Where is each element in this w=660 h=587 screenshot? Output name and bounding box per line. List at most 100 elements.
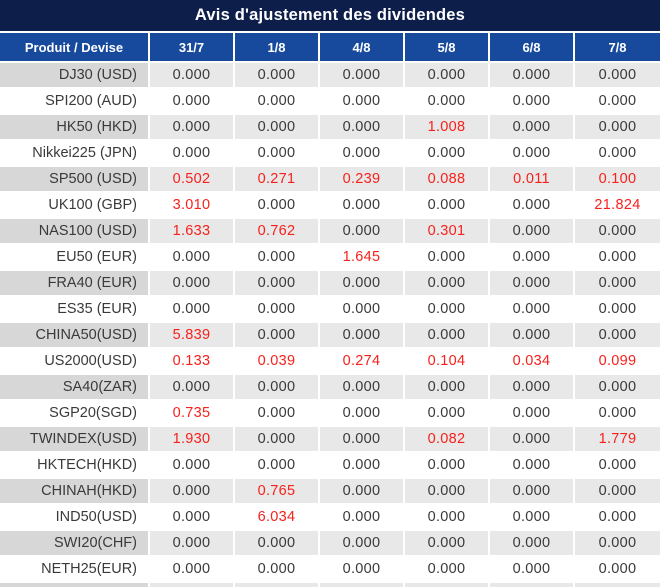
value-cell: 0.000 <box>320 531 405 557</box>
value-cell: 0.735 <box>150 401 235 427</box>
value-cell <box>405 583 490 587</box>
value-cell: 0.000 <box>405 271 490 297</box>
value-cell: 0.000 <box>405 297 490 323</box>
value-cell: 0.000 <box>235 401 320 427</box>
product-cell: CHINAH(HKD) <box>0 479 150 505</box>
value-cell: 0.000 <box>490 505 575 531</box>
value-cell: 0.000 <box>320 401 405 427</box>
value-cell: 0.104 <box>405 349 490 375</box>
value-cell: 0.000 <box>405 245 490 271</box>
table-body: DJ30 (USD) 0.000 0.000 0.000 0.000 0.000 0.000… <box>0 63 660 587</box>
table-row: SPI200 (AUD) 0.000 0.000 0.000 0.000 0.000 0.0… <box>0 89 660 115</box>
table-row: SWI20(CHF) 0.000 0.000 0.000 0.000 0.000 0.000 <box>0 531 660 557</box>
value-cell: 0.000 <box>320 271 405 297</box>
value-cell: 0.000 <box>235 453 320 479</box>
value-cell: 0.000 <box>490 271 575 297</box>
value-cell: 0.000 <box>405 557 490 583</box>
value-cell: 0.000 <box>490 453 575 479</box>
product-cell: ES35 (EUR) <box>0 297 150 323</box>
value-cell: 0.000 <box>235 115 320 141</box>
value-cell: 0.000 <box>405 531 490 557</box>
value-cell: 0.000 <box>575 115 660 141</box>
table-row: SA40(ZAR) 0.000 0.000 0.000 0.000 0.000 0.000 <box>0 375 660 401</box>
value-cell: 0.000 <box>490 531 575 557</box>
table-row: DJ30 (USD) 0.000 0.000 0.000 0.000 0.000 0.000 <box>0 63 660 89</box>
value-cell: 0.088 <box>405 167 490 193</box>
value-cell: 0.000 <box>235 245 320 271</box>
value-cell: 0.000 <box>320 297 405 323</box>
value-cell: 0.000 <box>575 89 660 115</box>
header-row: Produit / Devise 31/7 1/8 4/8 5/8 6/8 7/8 <box>0 33 660 63</box>
product-cell: SGP20(SGD) <box>0 401 150 427</box>
product-cell: US2000(USD) <box>0 349 150 375</box>
value-cell: 0.000 <box>235 89 320 115</box>
product-cell: NETH25(EUR) <box>0 557 150 583</box>
page-title: Avis d'ajustement des dividendes <box>0 0 660 33</box>
value-cell: 0.000 <box>575 297 660 323</box>
column-header-date: 5/8 <box>405 33 490 63</box>
table-row: US2000(USD) 0.133 0.039 0.274 0.104 0.034 0.09… <box>0 349 660 375</box>
value-cell: 0.099 <box>575 349 660 375</box>
product-cell: NAS100 (USD) <box>0 219 150 245</box>
value-cell <box>150 583 235 587</box>
value-cell: 0.000 <box>320 115 405 141</box>
value-cell: 3.010 <box>150 193 235 219</box>
table-row: TWINDEX(USD) 1.930 0.000 0.000 0.082 0.000 1.7… <box>0 427 660 453</box>
product-cell: Nikkei225 (JPN) <box>0 141 150 167</box>
value-cell: 0.000 <box>405 89 490 115</box>
value-cell: 0.000 <box>150 297 235 323</box>
value-cell: 0.039 <box>235 349 320 375</box>
value-cell: 0.000 <box>235 141 320 167</box>
value-cell: 0.000 <box>150 115 235 141</box>
value-cell: 0.271 <box>235 167 320 193</box>
table-row: UK100 (GBP) 3.010 0.000 0.000 0.000 0.000 21.8… <box>0 193 660 219</box>
value-cell: 0.000 <box>575 453 660 479</box>
product-cell: DJ30 (USD) <box>0 63 150 89</box>
value-cell: 0.133 <box>150 349 235 375</box>
value-cell: 0.239 <box>320 167 405 193</box>
value-cell: 0.000 <box>575 271 660 297</box>
value-cell: 0.000 <box>320 193 405 219</box>
value-cell: 0.000 <box>150 245 235 271</box>
value-cell: 1.645 <box>320 245 405 271</box>
value-cell: 0.000 <box>405 63 490 89</box>
value-cell: 0.000 <box>235 297 320 323</box>
table-row: CHINAH(HKD) 0.000 0.765 0.000 0.000 0.000 0.00… <box>0 479 660 505</box>
value-cell: 0.000 <box>575 505 660 531</box>
value-cell: 0.082 <box>405 427 490 453</box>
table-row: EU50 (EUR) 0.000 0.000 1.645 0.000 0.000 0.000 <box>0 245 660 271</box>
column-header-date: 4/8 <box>320 33 405 63</box>
value-cell: 0.765 <box>235 479 320 505</box>
dividends-table: Produit / Devise 31/7 1/8 4/8 5/8 6/8 7/8 DJ30… <box>0 33 660 587</box>
product-cell: SP500 (USD) <box>0 167 150 193</box>
table-row: FRA40 (EUR) 0.000 0.000 0.000 0.000 0.000 0.00… <box>0 271 660 297</box>
value-cell <box>490 583 575 587</box>
table-row: SP500 (USD) 0.502 0.271 0.239 0.088 0.011 0.10… <box>0 167 660 193</box>
value-cell <box>320 583 405 587</box>
value-cell: 0.000 <box>405 505 490 531</box>
value-cell: 0.000 <box>320 453 405 479</box>
value-cell: 0.000 <box>235 63 320 89</box>
value-cell <box>235 583 320 587</box>
value-cell: 0.502 <box>150 167 235 193</box>
product-cell: SA40(ZAR) <box>0 375 150 401</box>
value-cell: 0.274 <box>320 349 405 375</box>
value-cell: 0.011 <box>490 167 575 193</box>
value-cell: 0.000 <box>320 505 405 531</box>
table-row: IND50(USD) 0.000 6.034 0.000 0.000 0.000 0.000 <box>0 505 660 531</box>
value-cell: 0.000 <box>490 375 575 401</box>
value-cell: 0.000 <box>235 323 320 349</box>
column-header-date: 1/8 <box>235 33 320 63</box>
value-cell: 0.000 <box>150 505 235 531</box>
value-cell: 0.000 <box>575 63 660 89</box>
product-cell: EU50 (EUR) <box>0 245 150 271</box>
value-cell <box>575 583 660 587</box>
value-cell: 0.762 <box>235 219 320 245</box>
value-cell: 6.034 <box>235 505 320 531</box>
value-cell: 0.000 <box>320 323 405 349</box>
value-cell: 0.034 <box>490 349 575 375</box>
value-cell: 0.000 <box>490 141 575 167</box>
value-cell: 0.000 <box>405 193 490 219</box>
value-cell: 0.000 <box>150 375 235 401</box>
table-row: NAS100 (USD) 1.633 0.762 0.000 0.301 0.000 0.0… <box>0 219 660 245</box>
